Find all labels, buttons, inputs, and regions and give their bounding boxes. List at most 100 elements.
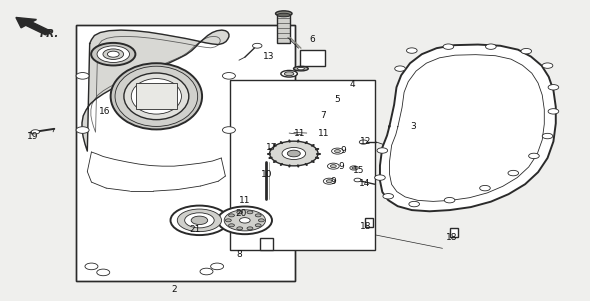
Bar [260, 238, 273, 250]
Text: 12: 12 [360, 137, 372, 146]
Polygon shape [380, 45, 556, 211]
Text: 3: 3 [410, 122, 416, 131]
Ellipse shape [327, 163, 339, 169]
Ellipse shape [521, 48, 532, 54]
Ellipse shape [228, 224, 234, 227]
Ellipse shape [237, 211, 242, 214]
Ellipse shape [277, 13, 290, 17]
Ellipse shape [480, 185, 490, 191]
Text: 6: 6 [310, 35, 316, 44]
Text: 20: 20 [235, 209, 247, 218]
Ellipse shape [255, 214, 261, 217]
Ellipse shape [107, 51, 119, 57]
Ellipse shape [287, 150, 300, 157]
Text: 11: 11 [294, 129, 306, 138]
Ellipse shape [395, 66, 405, 71]
Ellipse shape [97, 269, 110, 276]
Ellipse shape [228, 214, 234, 217]
Ellipse shape [111, 63, 202, 129]
Bar [277, 14, 290, 43]
Ellipse shape [222, 127, 235, 133]
Ellipse shape [542, 133, 553, 139]
Ellipse shape [350, 166, 358, 170]
Ellipse shape [247, 211, 253, 214]
Ellipse shape [332, 148, 343, 154]
Text: 21: 21 [189, 225, 201, 234]
Ellipse shape [218, 206, 272, 234]
Text: 18: 18 [445, 233, 457, 242]
Ellipse shape [297, 67, 304, 70]
Ellipse shape [124, 73, 189, 119]
Ellipse shape [224, 210, 266, 231]
Ellipse shape [97, 46, 129, 63]
Text: 13: 13 [263, 52, 274, 61]
Bar [365, 218, 373, 227]
Ellipse shape [76, 73, 89, 79]
Text: 2: 2 [171, 285, 177, 294]
Ellipse shape [352, 167, 356, 169]
Bar [76, 25, 295, 281]
Ellipse shape [255, 224, 261, 227]
Ellipse shape [293, 66, 308, 71]
Bar [300, 50, 325, 66]
Bar [450, 228, 458, 237]
Ellipse shape [354, 178, 361, 182]
Ellipse shape [31, 130, 40, 134]
Ellipse shape [409, 201, 419, 207]
FancyArrow shape [16, 17, 51, 35]
Ellipse shape [225, 219, 231, 222]
Ellipse shape [282, 147, 306, 160]
Ellipse shape [548, 85, 559, 90]
Ellipse shape [548, 109, 559, 114]
Text: 15: 15 [353, 166, 365, 175]
Ellipse shape [258, 219, 264, 222]
Ellipse shape [200, 268, 213, 275]
Text: 17: 17 [266, 143, 277, 152]
Ellipse shape [377, 148, 388, 153]
Ellipse shape [276, 11, 292, 16]
Ellipse shape [284, 72, 294, 76]
Text: 16: 16 [99, 107, 111, 116]
Ellipse shape [330, 165, 336, 168]
Ellipse shape [359, 140, 368, 144]
Ellipse shape [91, 43, 135, 66]
Text: 10: 10 [261, 170, 273, 179]
Text: 9: 9 [338, 162, 344, 171]
Text: FR.: FR. [40, 29, 60, 39]
Ellipse shape [178, 209, 222, 232]
Text: 4: 4 [350, 80, 356, 89]
Ellipse shape [335, 150, 340, 153]
Text: 7: 7 [320, 111, 326, 120]
Ellipse shape [508, 170, 519, 176]
Ellipse shape [247, 227, 253, 230]
Ellipse shape [222, 73, 235, 79]
Text: 11: 11 [317, 129, 329, 138]
Ellipse shape [323, 178, 335, 184]
Text: 8: 8 [236, 250, 242, 259]
Ellipse shape [191, 216, 208, 225]
Ellipse shape [171, 206, 228, 235]
Text: 9: 9 [340, 146, 346, 155]
Ellipse shape [383, 194, 394, 199]
Ellipse shape [115, 66, 198, 126]
Ellipse shape [103, 49, 124, 60]
Ellipse shape [375, 175, 385, 180]
Ellipse shape [529, 153, 539, 159]
Text: 11: 11 [239, 196, 251, 205]
Text: 5: 5 [335, 95, 340, 104]
Ellipse shape [486, 44, 496, 49]
Ellipse shape [131, 79, 182, 114]
Text: 9: 9 [330, 177, 336, 186]
Ellipse shape [253, 43, 262, 48]
Ellipse shape [185, 213, 214, 228]
Polygon shape [82, 30, 229, 151]
Ellipse shape [85, 263, 98, 270]
Text: 19: 19 [27, 132, 38, 141]
Bar [136, 83, 177, 109]
Ellipse shape [76, 127, 89, 133]
Ellipse shape [326, 180, 332, 183]
Ellipse shape [240, 218, 250, 223]
Ellipse shape [211, 263, 224, 270]
Ellipse shape [443, 44, 454, 49]
Ellipse shape [542, 63, 553, 68]
